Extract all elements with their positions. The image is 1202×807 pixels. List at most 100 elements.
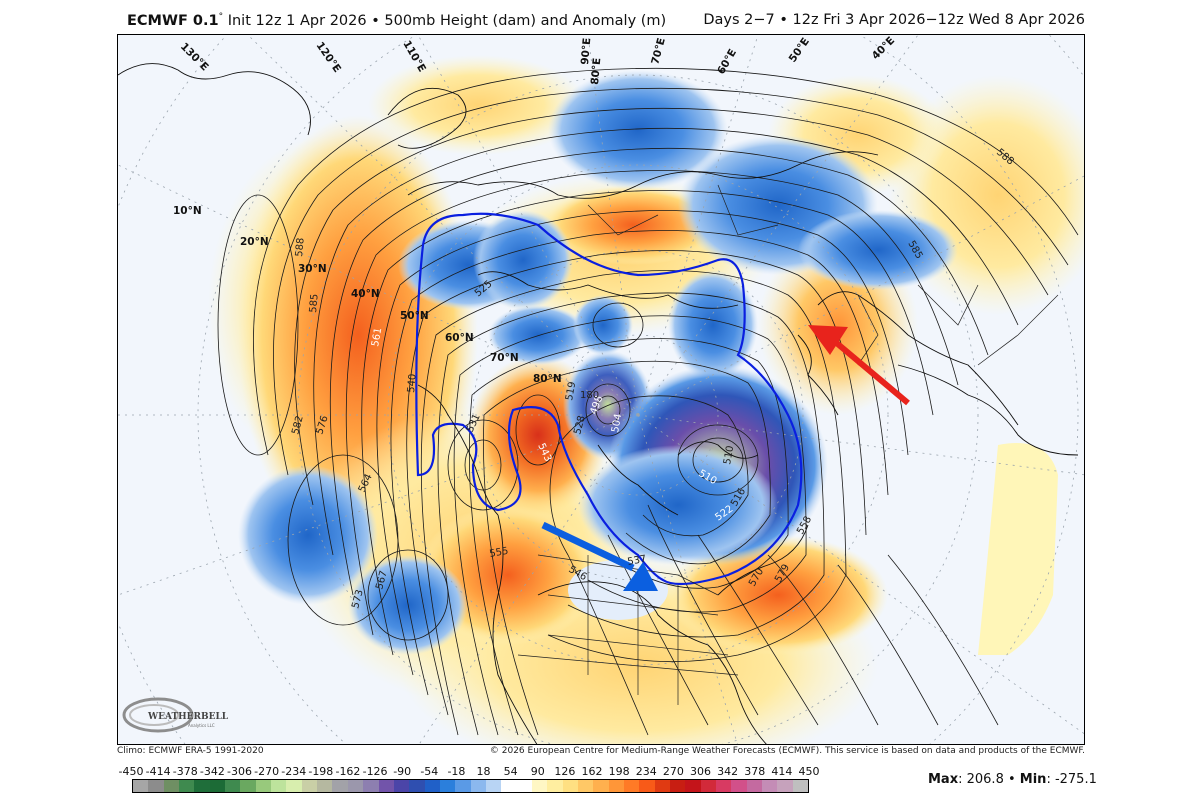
colorbar-swatch	[531, 780, 548, 792]
lat-label-40n: 40°N	[351, 288, 380, 300]
colorbar-swatch	[670, 780, 686, 792]
anomaly-shading	[208, 55, 1084, 744]
coastlines	[118, 63, 1079, 744]
colorbar-swatch	[209, 780, 226, 792]
colorbar-tick: -162	[335, 765, 361, 778]
colorbar-swatch	[654, 780, 671, 792]
valid-period: Days 2−7 • 12z Fri 3 Apr 2026−12z Wed 8 …	[703, 12, 1085, 28]
lat-label-30n: 30°N	[298, 263, 327, 275]
colorbar-tick: 198	[608, 765, 630, 778]
max-min-readout: Max: 206.8 • Min: -275.1	[928, 772, 1097, 787]
colorbar-swatch	[133, 780, 149, 792]
lon-label-60e: 60°E	[715, 47, 739, 76]
copyright-note: © 2026 European Centre for Medium-Range …	[489, 746, 1085, 756]
colorbar-swatch	[424, 780, 440, 792]
contour-label: 561	[370, 327, 384, 348]
colorbar-swatch	[746, 780, 763, 792]
colorbar-tick: -234	[281, 765, 307, 778]
blue-arrow	[541, 521, 658, 591]
contour-label: 588	[294, 237, 307, 257]
map-title: ECMWF 0.1° Init 12z 1 Apr 2026 • 500mb H…	[127, 12, 666, 29]
colorbar-swatch	[363, 780, 379, 792]
lon-label-130e: 130°E	[178, 41, 211, 74]
colorbar-swatch	[562, 780, 578, 792]
political-borders	[517, 184, 1059, 705]
colorbar-tick: -270	[254, 765, 280, 778]
contour-label: 582	[290, 414, 306, 435]
colorbar-tick: 90	[530, 765, 545, 778]
latitude-labels: 10°N 20°N 30°N 40°N 50°N 60°N 70°N 80°N	[173, 205, 562, 385]
colorbar-tick-labels: -450 -414 -378 -342 -306 -270 -234 -198 …	[119, 765, 820, 779]
colorbar-tick: -198	[308, 765, 334, 778]
colorbar-swatch	[777, 780, 793, 792]
contour-label: 528	[572, 414, 588, 435]
contour-label: 567	[374, 569, 390, 590]
colorbar-swatch	[501, 780, 517, 792]
colorbar-swatch	[179, 780, 195, 792]
colorbar-swatch	[439, 780, 456, 792]
colorbar-tick: 126	[554, 765, 576, 778]
colorbar-swatch	[547, 780, 563, 792]
colorbar-tick: 414	[771, 765, 793, 778]
colorbar-swatch	[485, 780, 502, 792]
map-panel: 10°N 20°N 30°N 40°N 50°N 60°N 70°N 80°N …	[117, 34, 1085, 745]
height-contours	[217, 67, 1079, 736]
model-name: ECMWF 0.1	[127, 12, 219, 29]
colorbar-tick: 450	[798, 765, 820, 778]
contour-label: 540	[406, 373, 419, 393]
lon-label-120e: 120°E	[314, 40, 344, 75]
colorbar-swatch	[332, 780, 348, 792]
contour-label: 180	[580, 390, 599, 401]
colorbar-tick: -378	[172, 765, 198, 778]
colorbar-swatch	[639, 780, 655, 792]
540-dam-contour	[415, 212, 803, 586]
logo-subtext: Analytics LLC	[188, 723, 215, 728]
max-label: Max	[928, 772, 959, 787]
contour-label: 537	[627, 554, 648, 568]
colorbar-swatch	[393, 780, 410, 792]
contour-label: 510	[722, 445, 736, 466]
colorbar-tick: -342	[199, 765, 225, 778]
colorbar	[132, 779, 809, 793]
colorbar-tick: 306	[690, 765, 712, 778]
colorbar-swatch	[194, 780, 210, 792]
colorbar-tick: -306	[226, 765, 252, 778]
colorbar-swatch	[455, 780, 471, 792]
colorbar-tick: 18	[476, 765, 491, 778]
contour-label: 504	[610, 413, 624, 434]
climo-note: Climo: ECMWF ERA-5 1991-2020	[117, 746, 264, 756]
colorbar-tick: -414	[145, 765, 171, 778]
logo-text: WEATHERBELL	[147, 712, 229, 722]
colorbar-tick: -450	[118, 765, 144, 778]
lon-label-50e: 50°E	[787, 36, 812, 65]
colorbar-swatch	[624, 780, 640, 792]
lat-label-20n: 20°N	[240, 236, 269, 248]
degree-symbol: °	[218, 12, 224, 22]
colorbar-swatch	[593, 780, 609, 792]
red-arrow	[808, 325, 910, 406]
lat-label-10n: 10°N	[173, 205, 202, 217]
colorbar-swatch	[608, 780, 624, 792]
colorbar-tick: -18	[447, 765, 466, 778]
colorbar-swatch	[700, 780, 717, 792]
weatherbell-logo: WEATHERBELL Analytics LLC	[122, 697, 229, 733]
map-canvas: 10°N 20°N 30°N 40°N 50°N 60°N 70°N 80°N …	[118, 35, 1084, 744]
colorbar-swatch	[470, 780, 486, 792]
contour-label: 573	[350, 588, 366, 609]
colorbar-swatch	[271, 780, 287, 792]
colorbar-swatch	[577, 780, 594, 792]
colorbar-tick: 270	[662, 765, 684, 778]
colorbar-swatch	[301, 780, 318, 792]
colorbar-tick: -90	[393, 765, 412, 778]
lat-label-70n: 70°N	[490, 352, 519, 364]
colorbar-swatch	[792, 780, 809, 792]
lon-label-80e: 80°E	[589, 57, 603, 85]
graticule	[118, 35, 1084, 744]
colorbar-swatch	[716, 780, 732, 792]
colorbar-swatch	[255, 780, 272, 792]
lon-label-70e: 70°E	[649, 37, 668, 66]
lat-label-80n: 80°N	[533, 373, 562, 385]
colorbar-swatch	[240, 780, 256, 792]
lon-label-40e: 40°E	[870, 35, 898, 62]
colorbar-tick: -126	[362, 765, 388, 778]
